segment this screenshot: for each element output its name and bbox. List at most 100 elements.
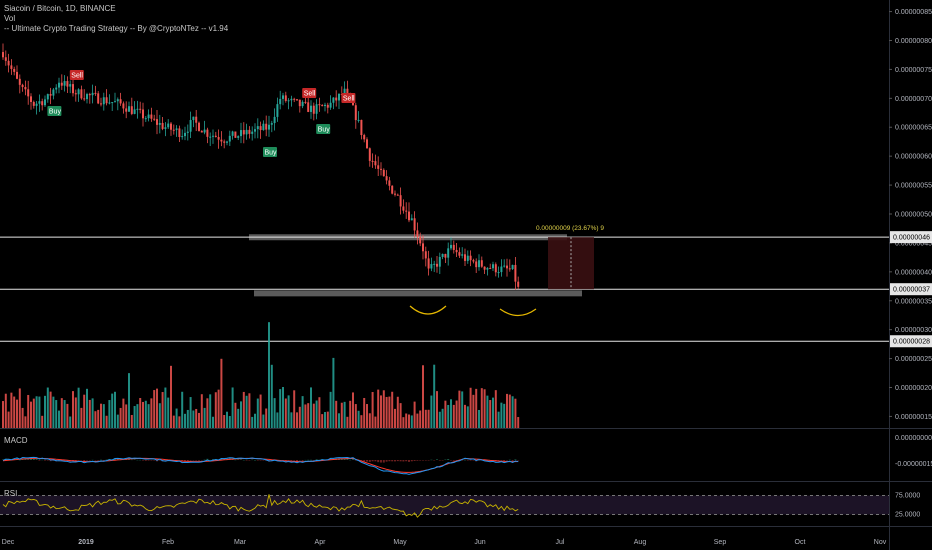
pattern-arc (499, 308, 537, 317)
volume-bar (371, 392, 374, 428)
x-tick-label: Apr (315, 539, 327, 546)
volume-bar (338, 413, 340, 428)
volume-bar (458, 390, 461, 428)
macd-histogram-bar (419, 460, 422, 461)
candle-body (248, 129, 251, 134)
volume-bar (170, 365, 172, 428)
macd-histogram-bar (144, 460, 147, 461)
volume-bar (287, 395, 290, 428)
volume-bar (178, 416, 181, 428)
macd-histogram-bar (200, 460, 203, 461)
macd-histogram-bar (251, 459, 254, 461)
macd-histogram-bar (441, 460, 444, 461)
volume-bar (304, 404, 307, 428)
macd-histogram-bar (466, 460, 469, 461)
volume-bar (475, 388, 478, 428)
candle-body (144, 118, 147, 120)
macd-histogram-bar (220, 458, 223, 460)
volume-bar (366, 404, 368, 428)
x-tick-label: Mar (234, 539, 247, 546)
candle-body (366, 139, 368, 149)
candle-body (422, 243, 424, 252)
candle-body (66, 81, 69, 87)
volume-bar (413, 401, 416, 428)
macd-histogram-bar (464, 459, 466, 461)
volume-bar (161, 392, 164, 428)
candle-body (192, 116, 195, 121)
macd-histogram-bar (450, 460, 452, 461)
volume-bar (139, 397, 142, 428)
macd-histogram-bar (91, 459, 94, 461)
macd-histogram-bar (189, 460, 192, 461)
signal-buy (263, 147, 277, 157)
signal-label: Buy (318, 127, 331, 134)
candle-body (503, 265, 506, 267)
candle-body (396, 194, 399, 196)
macd-histogram-bar (94, 460, 97, 461)
volume-bar (262, 414, 265, 428)
candle-body (480, 260, 483, 267)
volume-bar (10, 392, 13, 428)
volume-bar (469, 387, 472, 428)
volume-bar (324, 412, 326, 428)
signal-label: Sell (304, 91, 316, 98)
volume-bar (282, 387, 284, 428)
price-tag (890, 231, 932, 244)
candle-body (508, 268, 511, 270)
volume-bar (32, 398, 35, 428)
volume-bar (175, 408, 178, 428)
volume-bar (164, 387, 167, 428)
candle-body (310, 105, 312, 112)
volume-bar (136, 404, 139, 428)
candle-body (511, 264, 514, 270)
macd-histogram-bar (290, 460, 293, 461)
macd-histogram-bar (340, 458, 343, 460)
volume-bar (52, 396, 55, 428)
macd-histogram-bar (114, 458, 116, 460)
x-tick-label: Nov (874, 539, 887, 546)
macd-histogram-bar (248, 460, 251, 461)
candle-body (133, 109, 136, 114)
candle-body (436, 263, 438, 267)
macd-histogram-bar (511, 460, 514, 461)
y-tick-label: 0.00000045 (895, 240, 932, 247)
candle-body (301, 101, 304, 107)
macd-histogram-bar (206, 458, 209, 460)
macd-histogram-bar (436, 459, 438, 460)
candle-body (318, 104, 321, 106)
volume-bar (240, 401, 242, 428)
candle-body (298, 99, 301, 107)
candle-body (312, 105, 315, 114)
candle-body (167, 123, 170, 128)
macd-histogram-bar (203, 459, 206, 461)
candle-body (483, 266, 486, 270)
macd-histogram-bar (139, 459, 142, 461)
volume-bar (24, 416, 27, 428)
macd-histogram-bar (371, 460, 374, 462)
candle-body (200, 130, 203, 133)
macd-histogram-bar (380, 460, 382, 463)
candle-body (489, 267, 492, 269)
candle-body (296, 99, 298, 101)
volume-bar (83, 394, 86, 428)
macd-histogram-bar (192, 460, 195, 461)
candle-body (402, 206, 405, 211)
macd-histogram-bar (49, 460, 52, 462)
y-tick-label: 0.00000085 (895, 9, 932, 16)
candle-body (130, 106, 133, 114)
macd-histogram-bar (254, 459, 256, 461)
volume-bar (108, 400, 111, 428)
candle-body (500, 266, 503, 273)
candle-body (10, 65, 13, 69)
x-tick-label: Feb (162, 539, 174, 546)
x-tick-label: 2019 (78, 539, 94, 546)
macd-histogram-bar (237, 459, 240, 460)
volume-bar (242, 391, 245, 428)
candle-body (368, 148, 371, 161)
x-tick-label: Aug (634, 539, 647, 546)
macd-histogram-bar (186, 460, 189, 462)
pattern-arc (409, 305, 447, 315)
volume-bar (223, 415, 226, 428)
volume-bar (315, 400, 318, 428)
